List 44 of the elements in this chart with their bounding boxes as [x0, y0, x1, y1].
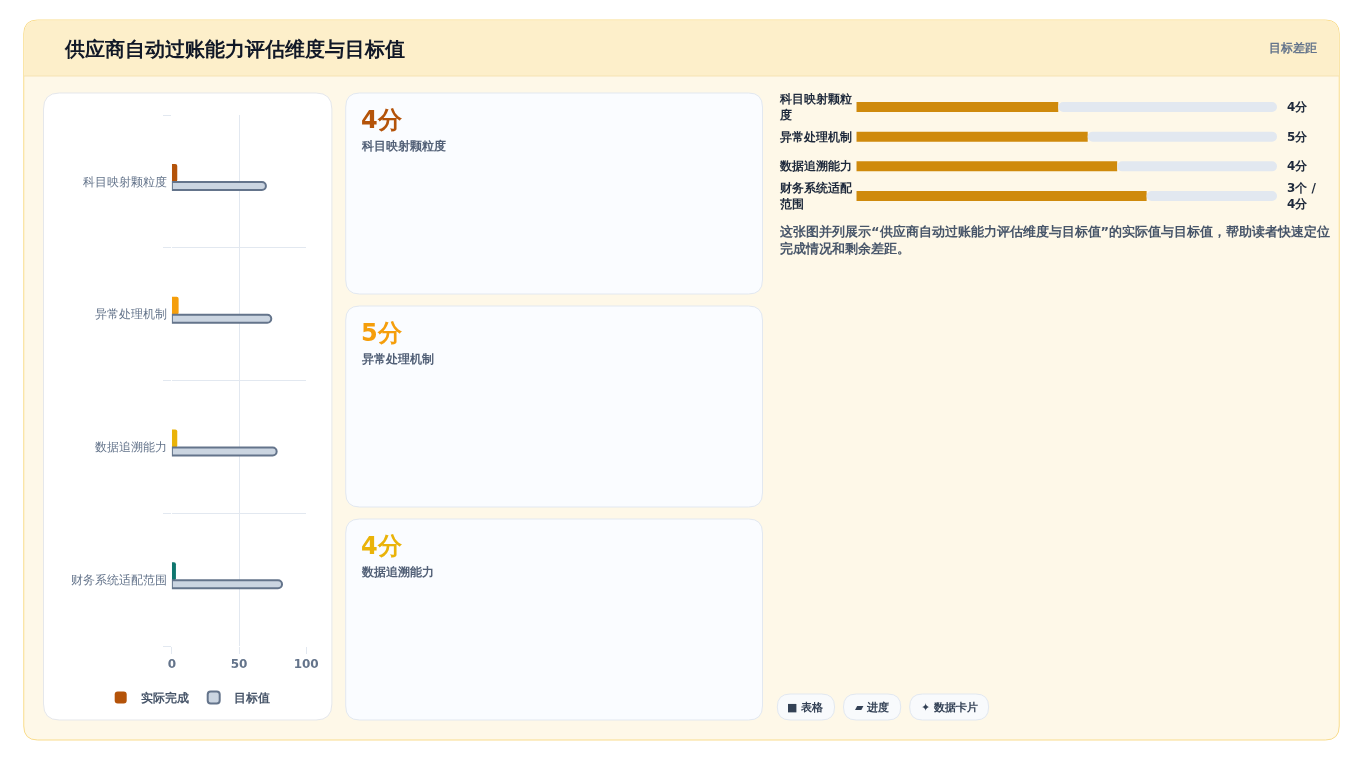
bar — [856, 101, 1059, 113]
legend-label: 实际完成 — [140, 691, 189, 706]
y-tick-label: 财务系统适配范围 — [70, 572, 167, 587]
x-tick-label: 0 — [167, 657, 177, 672]
y-tick-label: 异常处理机制 — [94, 307, 167, 322]
text: 目标差距 — [1269, 41, 1317, 55]
text: ✦ 数据卡片 — [921, 701, 979, 714]
bar — [171, 429, 178, 448]
text: ■ 表格 — [787, 701, 825, 714]
text: 数据追溯能力 — [361, 565, 434, 579]
bar — [171, 579, 284, 590]
text: 4分 — [1287, 100, 1309, 114]
bar — [171, 562, 176, 581]
bar — [1117, 161, 1278, 172]
text: 4分 — [361, 532, 403, 560]
text: 5分 — [361, 319, 403, 347]
bar — [1058, 101, 1278, 113]
text: 4分 — [1287, 159, 1309, 173]
bar — [856, 131, 1088, 142]
bar — [171, 181, 267, 191]
x-tick-label: 50 — [230, 657, 248, 672]
text: 4分 — [361, 106, 403, 134]
y-tick-label: 异常处理机制 — [779, 130, 852, 144]
bar — [1087, 131, 1278, 142]
x-tick-label: 100 — [293, 657, 319, 672]
text: 异常处理机制 — [361, 352, 434, 366]
bar — [171, 296, 179, 315]
y-tick-label: 科目映射颗粒度 — [779, 92, 852, 122]
y-tick-label: 科目映射颗粒度 — [82, 174, 167, 189]
text: 3个 / 4分 — [1287, 181, 1317, 211]
y-tick-label: 数据追溯能力 — [779, 159, 852, 173]
bar — [1146, 190, 1278, 202]
bar — [171, 446, 278, 457]
y-tick-label: 数据追溯能力 — [94, 440, 167, 455]
text: 科目映射颗粒度 — [361, 139, 446, 153]
text: 这张图并列展示“供应商自动过账能力评估维度与目标值”的实际值与目标值，帮助读者快速定位完成情况和剩余差距。 — [779, 224, 1331, 256]
text: 5分 — [1287, 130, 1309, 144]
chart-title: 供应商自动过账能力评估维度与目标值 — [64, 37, 406, 61]
legend-label: 目标值 — [233, 691, 270, 706]
bar — [856, 161, 1118, 172]
bar — [171, 313, 273, 324]
text: ▰ 进度 — [855, 701, 890, 714]
y-tick-label: 财务系统适配范围 — [779, 181, 853, 211]
bar — [856, 190, 1147, 202]
